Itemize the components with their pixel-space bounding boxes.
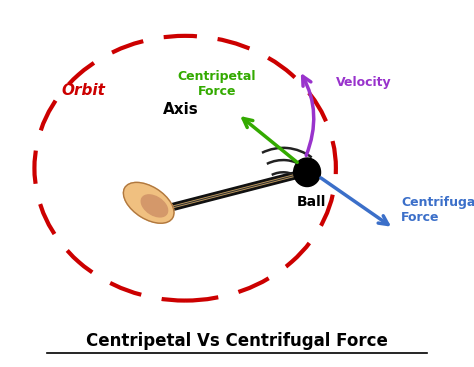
Text: Velocity: Velocity (336, 76, 392, 89)
Ellipse shape (141, 195, 168, 217)
Text: Centrifugal
Force: Centrifugal Force (401, 196, 474, 224)
Ellipse shape (123, 182, 174, 223)
Text: Centripetal
Force: Centripetal Force (178, 70, 256, 98)
Circle shape (293, 158, 320, 186)
Text: Axis: Axis (163, 102, 199, 117)
Text: Ball: Ball (297, 195, 327, 209)
FancyArrowPatch shape (303, 76, 314, 156)
Text: Centripetal Vs Centrifugal Force: Centripetal Vs Centrifugal Force (86, 333, 388, 350)
Text: Orbit: Orbit (61, 83, 105, 98)
